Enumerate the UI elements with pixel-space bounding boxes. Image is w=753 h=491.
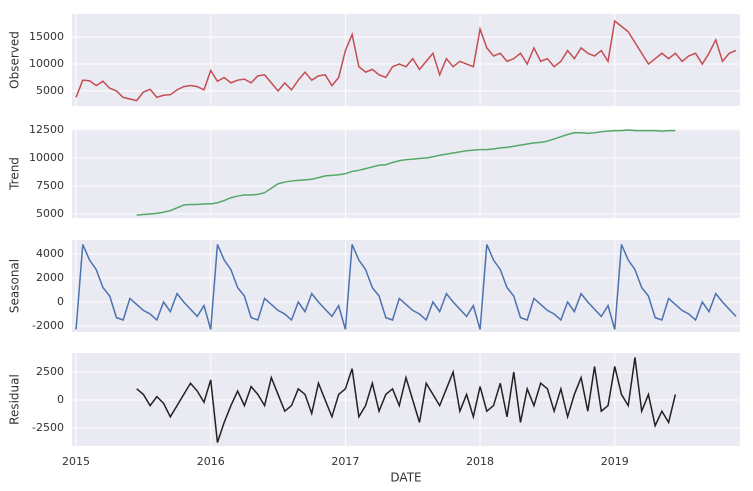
y-tick-label: 0 (57, 295, 64, 308)
y-tick-label: 10000 (29, 151, 64, 164)
line (75, 244, 737, 330)
y-tick-label: 15000 (29, 30, 64, 43)
y-tick-label: 10000 (29, 57, 64, 70)
y-tick-label: -2500 (32, 421, 64, 434)
line (136, 357, 677, 443)
y-tick-label: 7500 (36, 179, 64, 192)
plot-background (72, 129, 740, 218)
x-tick-label: 2017 (331, 455, 359, 468)
x-tick-label: 2015 (62, 455, 90, 468)
y-axis-label: Residual (8, 374, 22, 425)
plot-background (72, 14, 740, 106)
x-tick-label: 2018 (466, 455, 494, 468)
y-tick-label: 4000 (36, 247, 64, 260)
y-axis-label: Seasonal (8, 259, 22, 313)
x-tick-label: 2016 (197, 455, 225, 468)
y-tick-label: 0 (57, 393, 64, 406)
y-tick-label: 5000 (36, 207, 64, 220)
plot-background (72, 240, 740, 332)
x-axis-label: DATE (390, 471, 421, 485)
y-axis-label: Trend (8, 157, 22, 191)
y-tick-label: 12500 (29, 123, 64, 136)
x-tick-label: 2019 (601, 455, 629, 468)
y-tick-label: 5000 (36, 84, 64, 97)
y-tick-label: 2500 (36, 365, 64, 378)
y-axis-label: Observed (8, 31, 22, 89)
line (75, 19, 737, 102)
y-tick-label: -2000 (32, 319, 64, 332)
line (136, 129, 676, 216)
y-tick-label: 2000 (36, 271, 64, 284)
